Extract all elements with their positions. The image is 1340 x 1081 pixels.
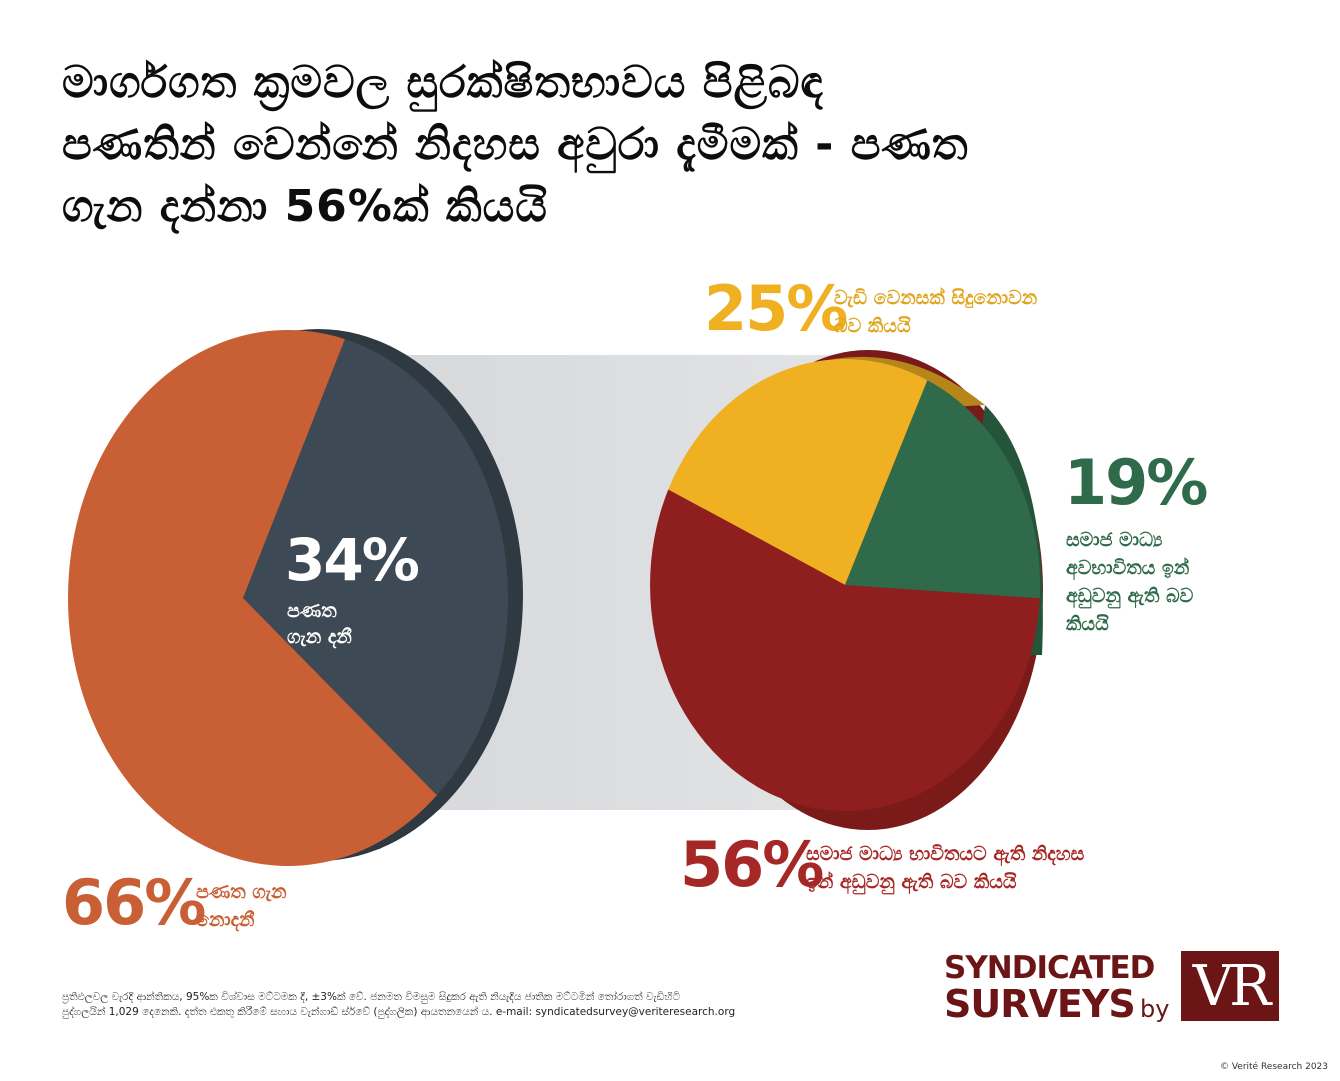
slice-19-label-line: සමාජ මාධ්‍ය — [1066, 529, 1163, 551]
slice-56-percent: 56% — [680, 828, 824, 901]
slice-25-label: වැඩි වෙනසක් සිදුනොවන බව කියයි — [834, 284, 1037, 340]
logo-surveys-text: SURVEYS — [944, 982, 1136, 1026]
slice-19-label: සමාජ මාධ්‍ය අවභාවිතය ඉන් අඩුවනු ඇති බව ක… — [1066, 526, 1193, 638]
left-pie-slice-66 — [68, 329, 437, 866]
title-line-2: පණතින් වෙන්නේ නිදහස අවුරා දැමීමක් - පණත — [62, 119, 969, 170]
left-pie — [68, 329, 509, 866]
slice-19-label-line: අඩුවනු ඇති බව — [1066, 585, 1194, 607]
slice-56-label: සමාජ මාධ්‍ය භාවිතයට ඇති නිදහස ඉන් අඩුවනු… — [806, 840, 1084, 896]
slice-34-label-line: පණත — [287, 600, 337, 622]
right-pie-slice-25 — [668, 359, 928, 585]
vr-logo: VR — [1181, 951, 1279, 1021]
logo-syndicated-text: SYNDICATED — [944, 950, 1155, 986]
footnote-line: පුද්ගලයින් 1,029 දෙනෙකි. දත්ත එකතු කිරීම… — [62, 1006, 736, 1018]
slice-56-label-line: ඉන් අඩුවනු ඇති බව කියයි — [806, 871, 1017, 893]
title-line-3: ගැන දන්නා 56%ක් කියයි — [62, 181, 548, 232]
right-pie-slice-56 — [650, 489, 1040, 811]
slice-19-label-line: අවභාවිතය ඉන් — [1066, 557, 1190, 579]
slice-66-percent: 66% — [62, 866, 206, 939]
slice-25-label-line: බව කියයි — [834, 315, 911, 337]
slice-34-label: පණත ගැන දනී — [287, 598, 352, 650]
right-pie-slice-19 — [845, 380, 1041, 599]
slice-19-percent: 19% — [1064, 446, 1208, 519]
title-line-1: මාර්ගගත ක්‍රමවල සුරක්ෂිතභාවය පිළිබඳ — [62, 57, 824, 108]
footnote: ප්‍රතිඵලවල වැරදි ආන්තිකය, 95%ක විශ්වාස ම… — [62, 990, 902, 1020]
chart-title: මාර්ගගත ක්‍රමවල සුරක්ෂිතභාවය පිළිබඳ පණති… — [62, 52, 1282, 238]
slice-34-label-line: ගැන දනී — [287, 626, 352, 648]
slice-25-label-line: වැඩි වෙනසක් සිදුනොවන — [834, 287, 1038, 309]
right-pie — [650, 359, 1041, 811]
left-pie-slice-34 — [243, 339, 509, 796]
slice-66-label: පණත ගැන නොදනී — [196, 878, 287, 934]
slice-19-label-line: කියයි — [1066, 613, 1109, 635]
slice-66-label-line: නොදනී — [196, 909, 255, 931]
copyright: © Verité Research 2023 — [1219, 1062, 1328, 1072]
slice-66-label-line: පණත ගැන — [196, 881, 287, 903]
slice-34-percent: 34% — [285, 526, 420, 594]
footnote-line: ප්‍රතිඵලවල වැරදි ආන්තිකය, 95%ක විශ්වාස ම… — [62, 991, 681, 1003]
logo-by-text: by — [1140, 995, 1170, 1023]
slice-25-percent: 25% — [704, 272, 848, 345]
slice-56-label-line: සමාජ මාධ්‍ය භාවිතයට ඇති නිදහස — [806, 843, 1085, 865]
